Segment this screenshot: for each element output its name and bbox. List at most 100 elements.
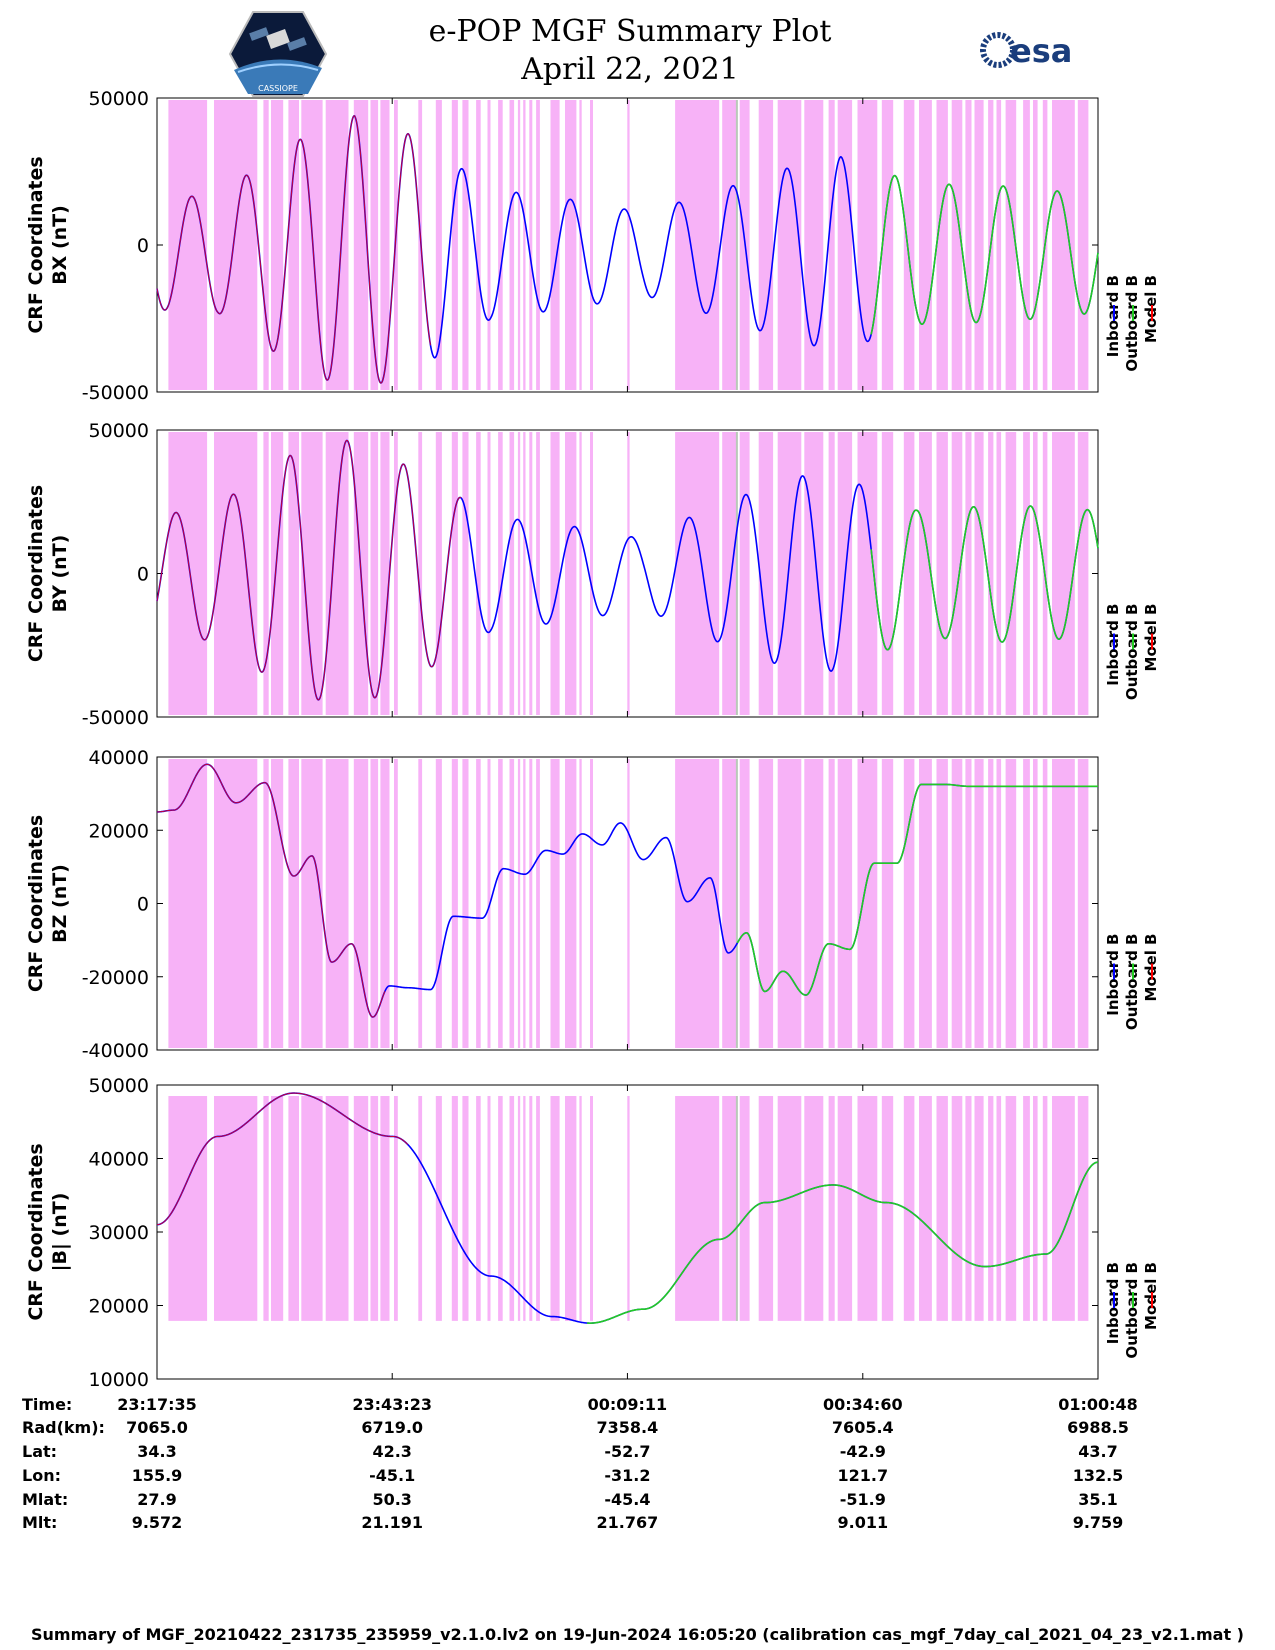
shade-band	[370, 1096, 379, 1321]
shade-band	[370, 759, 379, 1048]
shade-band	[974, 100, 984, 390]
orbit-cell: 9.011	[837, 1513, 888, 1532]
orbit-cell: 9.572	[132, 1513, 183, 1532]
orbit-cell: 7605.4	[832, 1418, 894, 1437]
series-outboard-b	[870, 505, 1099, 651]
orbit-cell: 7358.4	[597, 1418, 659, 1437]
shade-band	[529, 759, 533, 1048]
cassiope-logo: CASSIOPE	[228, 11, 328, 97]
shade-band	[288, 100, 299, 390]
orbit-cell: 132.5	[1073, 1466, 1124, 1485]
y-tick-label: 10000	[89, 1369, 149, 1391]
shade-band	[903, 100, 915, 390]
shade-band	[1005, 1096, 1017, 1321]
orbit-cell: 6988.5	[1067, 1418, 1129, 1437]
shade-band	[722, 432, 738, 715]
shade-band	[1033, 432, 1038, 715]
shade-band	[380, 759, 390, 1048]
series-outboard-b	[870, 174, 1099, 335]
orbit-cell: 00:34:60	[823, 1395, 903, 1414]
shade-band	[517, 759, 521, 1048]
shade-band	[523, 759, 526, 1048]
shade-band	[263, 432, 269, 715]
shade-band	[435, 100, 442, 390]
orbit-cell: -42.9	[840, 1442, 886, 1461]
shade-band	[1077, 1096, 1089, 1321]
shade-band	[565, 432, 577, 715]
orbit-cell: 23:17:35	[117, 1395, 197, 1414]
shade-band	[1033, 759, 1038, 1048]
shade-band	[627, 759, 630, 1048]
shade-band	[435, 1096, 442, 1321]
y-tick-label: 0	[137, 235, 149, 257]
shade-band	[857, 100, 878, 390]
shade-band	[590, 759, 593, 1048]
shade-band	[974, 1096, 984, 1321]
shade-band	[974, 759, 984, 1048]
shade-band	[828, 100, 835, 390]
shade-band	[523, 432, 526, 715]
shade-band	[804, 100, 824, 390]
orbit-cell: 00:09:11	[588, 1395, 668, 1414]
orbit-cell: 23:43:23	[352, 1395, 432, 1414]
y-axis-label: BX (nT)	[49, 205, 71, 285]
shade-band	[903, 1096, 915, 1321]
shade-band	[739, 432, 750, 715]
orbit-row-label: Mlat:	[22, 1490, 68, 1509]
shade-band	[919, 759, 932, 1048]
orbit-row-label: Mlt:	[22, 1513, 57, 1532]
series-model-b	[156, 439, 462, 701]
shade-band	[777, 432, 802, 715]
shade-band	[476, 432, 481, 715]
shade-band	[951, 100, 963, 390]
shade-band	[288, 432, 299, 715]
shade-band	[881, 100, 894, 390]
orbit-row-label: Rad(km):	[22, 1418, 105, 1437]
shade-band	[936, 100, 948, 390]
shade-band	[936, 759, 948, 1048]
shade-band	[996, 759, 1002, 1048]
shade-band	[1005, 432, 1017, 715]
shade-band	[1042, 1096, 1048, 1321]
shade-band	[214, 432, 258, 715]
shade-band	[722, 100, 738, 390]
shade-band	[550, 432, 560, 715]
shade-band	[951, 1096, 963, 1321]
shade-band	[288, 759, 299, 1048]
shade-band	[1023, 100, 1030, 390]
shade-band	[271, 100, 284, 390]
grey-marker-band	[735, 1096, 738, 1321]
shade-band	[394, 432, 398, 715]
shade-band	[739, 1096, 750, 1321]
orbit-cell: 34.3	[137, 1442, 176, 1461]
shade-band	[509, 1096, 515, 1321]
orbit-row-label: Lon:	[22, 1466, 61, 1485]
orbit-row-label: Time:	[22, 1395, 72, 1414]
shade-band	[536, 432, 540, 715]
orbit-row-label: Lat:	[22, 1442, 57, 1461]
shade-band	[903, 432, 915, 715]
shade-band	[675, 759, 720, 1048]
shade-band	[919, 432, 932, 715]
shade-band	[590, 432, 593, 715]
shade-band	[722, 1096, 738, 1321]
shade-band	[857, 432, 878, 715]
y-axis-label: BY (nT)	[49, 535, 71, 613]
shade-band	[837, 1096, 853, 1321]
shade-band	[353, 100, 369, 390]
shade-band	[739, 759, 750, 1048]
esa-logo: esa	[980, 32, 1072, 70]
shade-band	[988, 759, 994, 1048]
legend-label: Outboard B	[1123, 1262, 1141, 1359]
shade-band	[1042, 759, 1048, 1048]
shade-band	[996, 432, 1002, 715]
plot-title-line-1: e-POP MGF Summary Plot	[428, 14, 832, 49]
shade-band	[476, 1096, 481, 1321]
y-tick-label: 30000	[89, 1222, 149, 1244]
shade-band	[462, 100, 469, 390]
y-axis-label: CRF Coordinates	[25, 1143, 47, 1320]
shade-band	[263, 1096, 269, 1321]
panel-bz: -40000 -20000 0 20000 40000 CRF Coordinates BZ…	[25, 747, 1160, 1062]
